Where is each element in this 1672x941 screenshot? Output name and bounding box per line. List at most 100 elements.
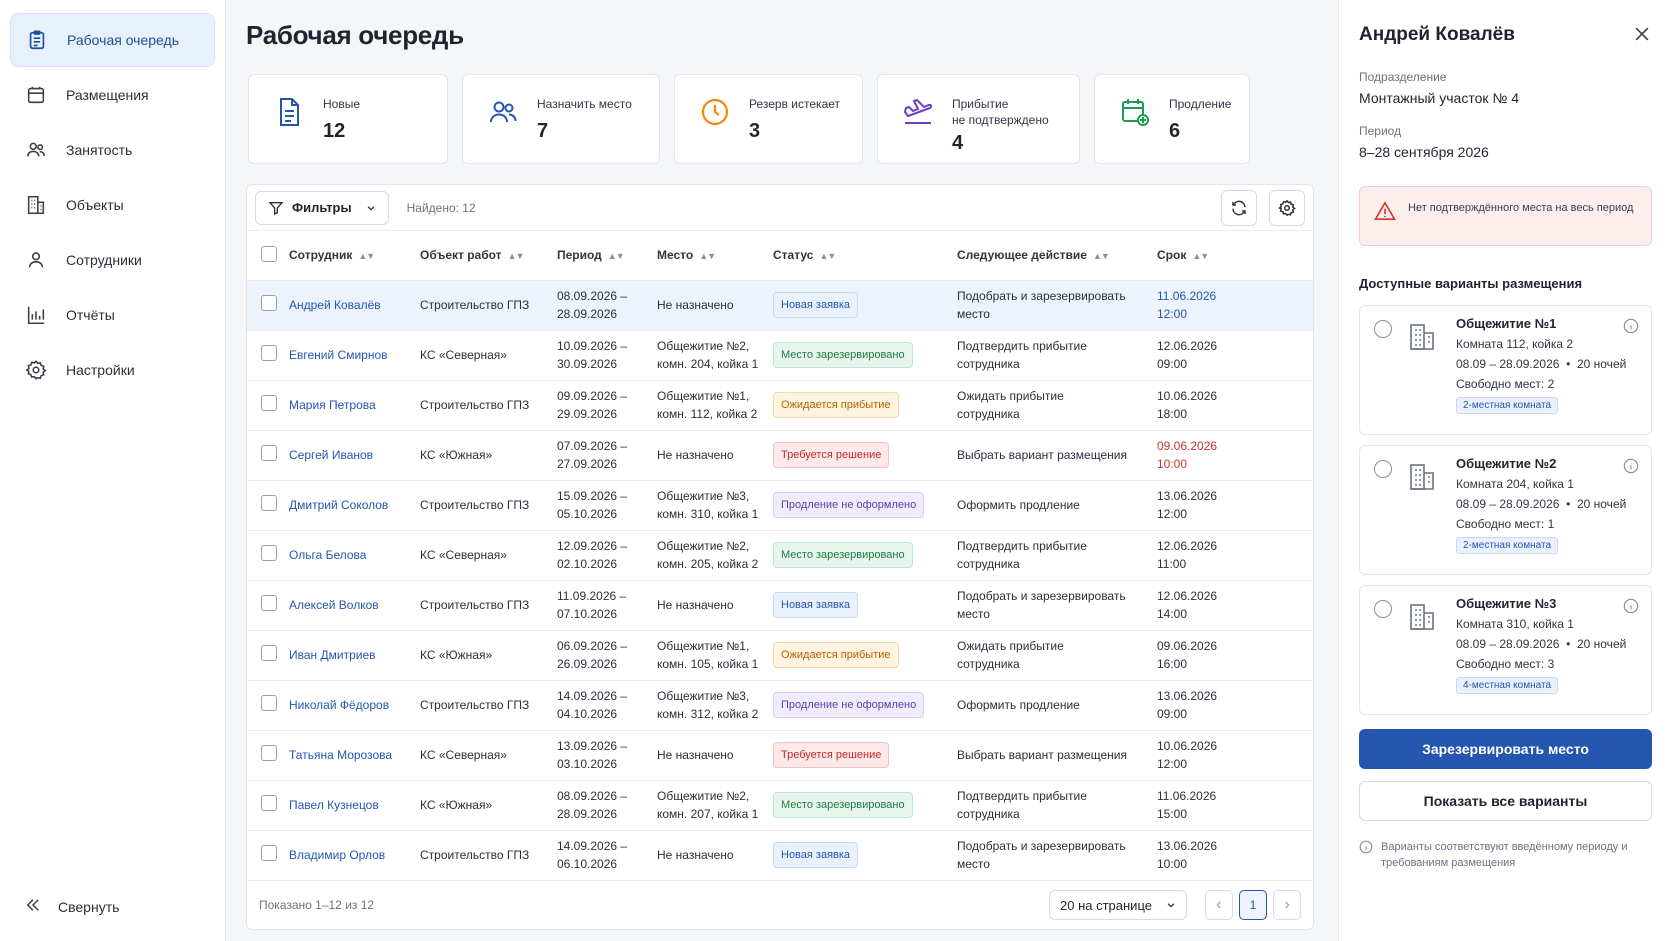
- option-radio[interactable]: [1374, 460, 1392, 478]
- placement-option[interactable]: Общежитие №2 Комната 204, койка 1 08.09 – …: [1359, 445, 1652, 575]
- employee-link[interactable]: Алексей Волков: [289, 598, 379, 612]
- prev-page-button[interactable]: [1205, 890, 1233, 920]
- row-checkbox[interactable]: [261, 494, 277, 511]
- filters-button[interactable]: Фильтры: [255, 190, 389, 225]
- table-row[interactable]: Татьяна Морозова КС «Северная» 13.09.2026 …: [247, 730, 1313, 781]
- column-header-next-action[interactable]: Следующее действие ▲▼: [957, 231, 1157, 281]
- refresh-icon: [1232, 200, 1246, 215]
- employee-link[interactable]: Владимир Орлов: [289, 848, 386, 862]
- table-row[interactable]: Иван Дмитриев КС «Южная» 06.09.2026 – 26.09…: [247, 630, 1313, 681]
- column-header-object[interactable]: Объект работ ▲▼: [420, 231, 557, 281]
- sidebar-item-settings[interactable]: Настройки: [10, 343, 215, 397]
- period-start: 12.09.2026 –: [557, 539, 628, 553]
- per-page-select[interactable]: 20 на странице: [1049, 890, 1187, 920]
- gear-icon: [1278, 199, 1296, 216]
- table-toolbar: Фильтры Найдено: 12: [247, 185, 1313, 231]
- info-icon[interactable]: [1623, 318, 1639, 334]
- stat-card-reserve-expiring[interactable]: Резерв истекает 3: [674, 74, 863, 164]
- reserve-button[interactable]: Зарезервировать место: [1359, 729, 1652, 769]
- collapse-button[interactable]: Свернуть: [24, 896, 119, 917]
- due-time: 18:00: [1157, 407, 1188, 421]
- employee-link[interactable]: Евгений Смирнов: [289, 348, 388, 362]
- row-checkbox[interactable]: [261, 394, 277, 411]
- row-checkbox[interactable]: [261, 744, 277, 761]
- sidebar-item-objects[interactable]: Объекты: [10, 178, 215, 232]
- table-row[interactable]: Мария Петрова Строительство ГПЗ 09.09.2026…: [247, 380, 1313, 431]
- placement-option[interactable]: Общежитие №3 Комната 310, койка 1 08.09 – …: [1359, 585, 1652, 715]
- row-checkbox[interactable]: [261, 294, 277, 311]
- column-header-place[interactable]: Место ▲▼: [657, 231, 773, 281]
- row-checkbox[interactable]: [261, 344, 277, 361]
- stat-value: 7: [537, 120, 549, 142]
- table-row[interactable]: Дмитрий Соколов Строительство ГПЗ 15.09.20…: [247, 480, 1313, 531]
- page-button-current[interactable]: 1: [1239, 890, 1267, 920]
- option-name: Общежитие №2: [1456, 456, 1557, 471]
- due-date: 11.06.2026: [1157, 789, 1217, 803]
- next-action-line1: Выбрать вариант размещения: [957, 448, 1127, 462]
- next-action-line1: Подобрать и зарезервировать: [957, 289, 1126, 303]
- employee-link[interactable]: Павел Кузнецов: [289, 798, 379, 812]
- stat-card-assign[interactable]: Назначить место 7: [462, 74, 660, 164]
- table-row[interactable]: Ольга Белова КС «Северная» 12.09.2026 – 02.…: [247, 530, 1313, 581]
- period-start: 14.09.2026 –: [557, 689, 628, 703]
- table-row[interactable]: Евгений Смирнов КС «Северная» 10.09.2026 –…: [247, 330, 1313, 381]
- due-time: 12:00: [1157, 507, 1188, 521]
- info-icon[interactable]: [1623, 598, 1639, 614]
- table-row[interactable]: Сергей Иванов КС «Южная» 07.09.2026 – 27.09…: [247, 430, 1313, 481]
- show-all-button[interactable]: Показать все варианты: [1359, 781, 1652, 821]
- employee-link[interactable]: Мария Петрова: [289, 398, 376, 412]
- employee-link[interactable]: Сергей Иванов: [289, 448, 374, 462]
- table-row[interactable]: Павел Кузнецов КС «Южная» 08.09.2026 – 28.0…: [247, 780, 1313, 831]
- row-checkbox[interactable]: [261, 844, 277, 861]
- place-line2: комн. 205, койка 2: [657, 557, 759, 571]
- employee-link[interactable]: Николай Фёдоров: [289, 698, 390, 712]
- option-radio[interactable]: [1374, 320, 1392, 338]
- column-header-status[interactable]: Статус ▲▼: [773, 231, 957, 281]
- row-checkbox[interactable]: [261, 544, 277, 561]
- table-row[interactable]: Андрей Ковалёв Строительство ГПЗ 08.09.202…: [247, 280, 1313, 331]
- employee-link[interactable]: Иван Дмитриев: [289, 648, 376, 662]
- sidebar-item-work-queue[interactable]: Рабочая очередь: [10, 13, 215, 67]
- column-header-employee[interactable]: Сотрудник ▲▼: [289, 231, 420, 281]
- table-row[interactable]: Алексей Волков Строительство ГПЗ 11.09.202…: [247, 580, 1313, 631]
- sidebar-item-placements[interactable]: Размещения: [10, 68, 215, 122]
- employee-link[interactable]: Татьяна Морозова: [289, 748, 393, 762]
- close-icon[interactable]: [1632, 24, 1652, 44]
- work-object: КС «Северная»: [420, 748, 507, 762]
- table-row[interactable]: Владимир Орлов Строительство ГПЗ 14.09.202…: [247, 830, 1313, 881]
- row-checkbox[interactable]: [261, 644, 277, 661]
- employee-link[interactable]: Андрей Ковалёв: [289, 298, 381, 312]
- placement-option[interactable]: Общежитие №1 Комната 112, койка 2 08.09 – …: [1359, 305, 1652, 435]
- gear-icon: [24, 358, 48, 382]
- place-line1: Общежитие №2,: [657, 339, 750, 353]
- column-header-period[interactable]: Период ▲▼: [557, 231, 657, 281]
- work-object: Строительство ГПЗ: [420, 298, 530, 312]
- sidebar-item-reports[interactable]: Отчёты: [10, 288, 215, 342]
- row-checkbox[interactable]: [261, 444, 277, 461]
- sidebar-item-employees[interactable]: Сотрудники: [10, 233, 215, 287]
- stat-card-new[interactable]: Новые 12: [248, 74, 448, 164]
- stat-card-arrival-unconfirmed[interactable]: Прибытие не подтверждено 4: [877, 74, 1080, 164]
- table-settings-button[interactable]: [1269, 189, 1305, 226]
- row-checkbox[interactable]: [261, 594, 277, 611]
- table-row[interactable]: Николай Фёдоров Строительство ГПЗ 14.09.20…: [247, 680, 1313, 731]
- employee-link[interactable]: Ольга Белова: [289, 548, 367, 562]
- period-end: 02.10.2026: [557, 557, 618, 571]
- option-radio[interactable]: [1374, 600, 1392, 618]
- row-checkbox[interactable]: [261, 694, 277, 711]
- employee-link[interactable]: Дмитрий Соколов: [289, 498, 389, 512]
- column-header-due[interactable]: Срок ▲▼: [1157, 231, 1313, 281]
- option-room: Комната 310, койка 1: [1456, 617, 1574, 631]
- row-checkbox[interactable]: [261, 794, 277, 811]
- stat-card-extension[interactable]: Продление 6: [1094, 74, 1250, 164]
- select-all-checkbox[interactable]: [261, 245, 277, 262]
- refresh-button[interactable]: [1221, 189, 1257, 226]
- sidebar-item-occupancy[interactable]: Занятость: [10, 123, 215, 177]
- next-action-line1: Ожидать прибытие: [957, 389, 1064, 403]
- next-page-button[interactable]: [1273, 890, 1301, 920]
- info-icon[interactable]: [1623, 458, 1639, 474]
- sort-icon: ▲▼: [1192, 251, 1209, 262]
- filters-label: Фильтры: [292, 200, 352, 215]
- document-icon: [280, 98, 299, 126]
- due-date: 13.06.2026: [1157, 489, 1218, 503]
